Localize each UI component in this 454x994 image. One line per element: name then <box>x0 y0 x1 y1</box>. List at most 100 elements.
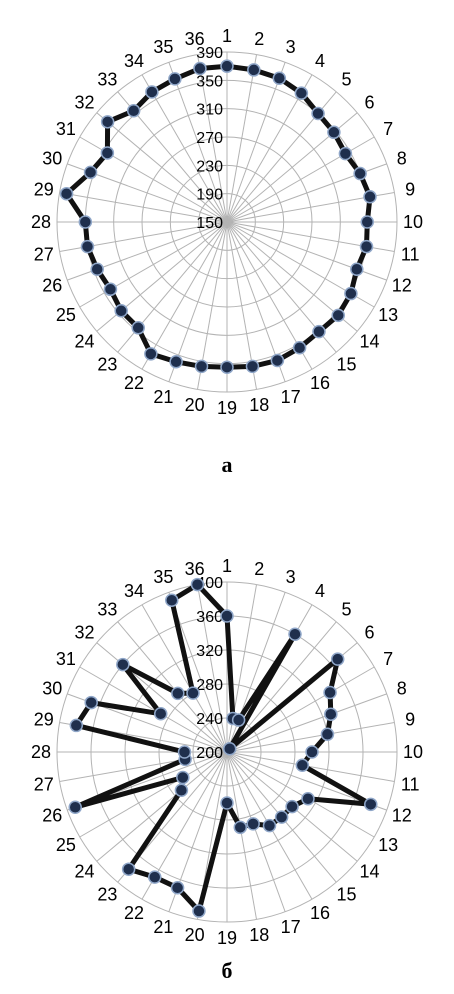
category-label-29: 29 <box>34 180 54 200</box>
data-point <box>331 308 345 323</box>
data-point <box>262 818 277 833</box>
category-label-2: 2 <box>254 559 264 579</box>
category-label-17: 17 <box>281 917 301 937</box>
category-label-29: 29 <box>34 710 54 730</box>
data-point <box>288 627 302 641</box>
data-point <box>103 282 118 297</box>
caption-b: б <box>221 958 233 983</box>
radar-ring <box>169 164 285 280</box>
category-label-31: 31 <box>56 119 76 139</box>
radar-tick-label: 240 <box>196 711 223 728</box>
category-label-5: 5 <box>342 70 352 90</box>
category-label-8: 8 <box>397 148 407 168</box>
radar-spoke <box>79 666 228 753</box>
category-label-11: 11 <box>401 244 420 264</box>
radar-ring <box>113 108 341 336</box>
category-label-14: 14 <box>359 862 379 882</box>
data-point <box>323 685 337 700</box>
category-label-28: 28 <box>31 212 51 232</box>
radar-spoke <box>96 751 228 862</box>
radar-spoke <box>226 666 375 753</box>
data-point <box>153 707 168 721</box>
category-label-1: 1 <box>222 26 232 46</box>
radar-ring <box>56 51 398 393</box>
category-label-7: 7 <box>383 119 393 139</box>
radar-tick-label: 270 <box>196 130 223 147</box>
data-point <box>312 324 326 339</box>
category-label-34: 34 <box>124 51 144 71</box>
data-point <box>114 304 128 318</box>
data-point <box>100 115 115 129</box>
category-label-25: 25 <box>56 835 76 855</box>
category-label-22: 22 <box>124 903 144 923</box>
category-label-9: 9 <box>405 180 415 200</box>
data-point <box>220 796 234 810</box>
radar-tick-label: 390 <box>196 45 223 62</box>
category-label-27: 27 <box>34 774 54 794</box>
radar-spoke <box>226 751 375 838</box>
data-point <box>84 695 98 710</box>
radar-spoke <box>226 721 395 753</box>
radar-tick-label: 150 <box>196 215 223 232</box>
data-point <box>233 820 248 835</box>
data-point <box>359 239 374 254</box>
radar-ring <box>158 683 296 821</box>
radar-spoke <box>226 751 395 783</box>
category-label-17: 17 <box>281 387 301 407</box>
data-point <box>83 165 98 180</box>
data-point <box>126 104 141 118</box>
radar-tick-label: 280 <box>196 677 223 694</box>
category-label-35: 35 <box>153 567 173 587</box>
data-point <box>360 215 374 229</box>
data-point <box>353 166 367 181</box>
category-label-4: 4 <box>315 581 325 601</box>
category-label-4: 4 <box>315 51 325 71</box>
data-point <box>270 353 285 368</box>
category-label-11: 11 <box>401 774 420 794</box>
radar-tick-label: 360 <box>196 609 223 626</box>
category-label-16: 16 <box>310 373 330 393</box>
radar-ring <box>198 193 256 251</box>
data-point <box>148 870 162 884</box>
data-point <box>193 61 207 76</box>
category-label-3: 3 <box>286 567 296 587</box>
data-point <box>116 657 130 672</box>
category-label-1: 1 <box>222 556 232 576</box>
data-point <box>80 239 95 254</box>
category-label-16: 16 <box>310 903 330 923</box>
data-point <box>190 577 205 592</box>
category-label-34: 34 <box>124 581 144 601</box>
category-label-2: 2 <box>254 29 264 49</box>
data-point <box>272 71 287 85</box>
category-label-13: 13 <box>378 305 398 325</box>
data-point <box>174 783 189 797</box>
category-label-24: 24 <box>75 862 95 882</box>
category-label-32: 32 <box>75 92 95 112</box>
category-label-30: 30 <box>42 148 62 168</box>
category-label-13: 13 <box>378 835 398 855</box>
category-label-21: 21 <box>153 917 173 937</box>
data-point <box>169 355 183 369</box>
radar-tick-label: 190 <box>196 187 223 204</box>
radar-spoke <box>59 751 228 783</box>
data-point <box>285 799 299 814</box>
data-point <box>327 125 341 140</box>
category-label-36: 36 <box>185 559 205 579</box>
category-label-33: 33 <box>97 70 117 90</box>
category-label-31: 31 <box>56 649 76 669</box>
category-label-10: 10 <box>403 742 423 762</box>
radar-ring <box>56 581 398 923</box>
data-point <box>364 797 378 812</box>
data-point <box>231 713 246 727</box>
data-point <box>170 881 185 895</box>
category-label-6: 6 <box>364 92 374 112</box>
radar-spoke <box>117 621 228 753</box>
data-point <box>59 186 74 201</box>
category-label-15: 15 <box>337 884 357 904</box>
data-point <box>121 862 136 876</box>
data-point <box>144 347 158 361</box>
radar-tick-label: 200 <box>196 745 223 762</box>
caption-a: а <box>221 452 233 477</box>
data-point <box>247 63 261 77</box>
